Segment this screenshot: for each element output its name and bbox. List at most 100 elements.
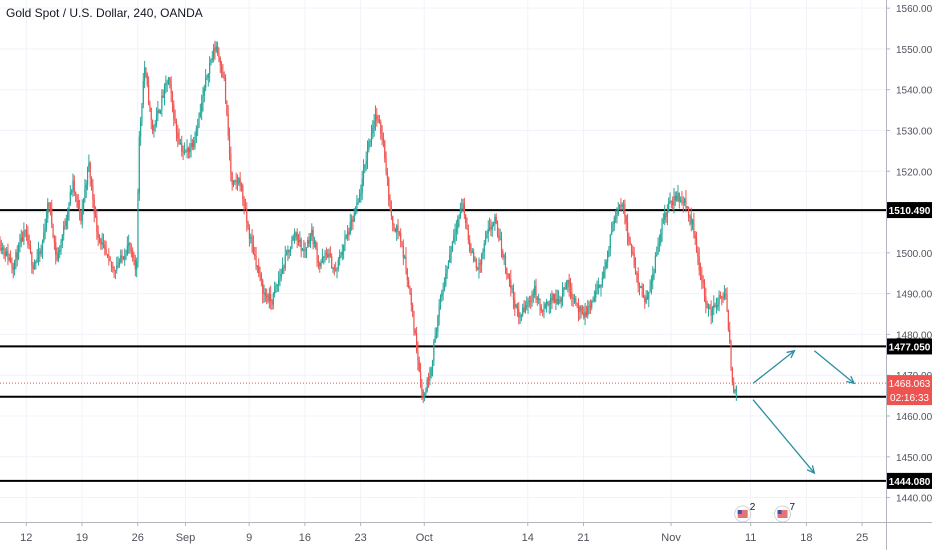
candle-body	[401, 241, 403, 247]
candle-body	[612, 224, 614, 232]
candle-body	[434, 335, 436, 343]
candle-body	[301, 249, 304, 251]
candle-body	[45, 217, 48, 229]
price-tick-label: 1450.000	[896, 453, 932, 464]
time-tick-label: 23	[354, 532, 366, 544]
price-tick-label: 1520.000	[896, 167, 932, 178]
arrow-head-1	[786, 349, 796, 359]
candle-body	[295, 232, 297, 237]
candle-body	[47, 202, 49, 218]
candle-body	[352, 219, 354, 222]
candle-body	[376, 115, 378, 120]
candle-body	[25, 229, 28, 235]
event-flag-icon[interactable]: 2	[734, 502, 756, 523]
candle-body	[201, 102, 203, 113]
candle-body	[718, 295, 720, 305]
candle-body	[120, 255, 122, 263]
horizontal-levels[interactable]	[0, 209, 886, 482]
candle-body	[592, 300, 594, 302]
candle-body	[291, 239, 293, 249]
candle-body	[15, 252, 17, 261]
candle-body	[11, 263, 13, 267]
candle-body	[0, 248, 2, 250]
candle-body	[487, 228, 489, 234]
chart-title: Gold Spot / U.S. Dollar, 240, OANDA	[6, 6, 203, 20]
candle-body	[243, 199, 245, 208]
candle-body	[685, 198, 687, 208]
candle-body	[332, 267, 334, 269]
candle-body	[85, 184, 87, 189]
candle-body	[449, 254, 451, 263]
candle-body	[335, 269, 337, 271]
candle-body	[486, 233, 488, 238]
candle-body	[276, 284, 278, 286]
price-tick-label: 1550.000	[896, 45, 932, 56]
candle-body	[613, 217, 615, 225]
candle-body	[350, 219, 353, 223]
trend-arrow-3[interactable]	[752, 399, 815, 474]
candle-body	[311, 229, 313, 236]
candle-body	[565, 283, 568, 289]
candle-body	[410, 293, 412, 306]
candle-body	[362, 168, 365, 179]
candle-body	[178, 138, 180, 144]
candle-body	[404, 256, 406, 258]
candle-body	[630, 243, 633, 252]
event-flag-icon[interactable]: 7	[774, 502, 796, 523]
candle-body	[114, 270, 117, 272]
candle-body	[597, 284, 599, 289]
candle-body	[725, 294, 727, 296]
time-tick-label: Nov	[661, 532, 681, 544]
flag-canton	[777, 510, 782, 514]
candle-body	[260, 274, 262, 281]
candle-body	[254, 254, 256, 256]
candle-body	[693, 219, 695, 235]
candle-body	[531, 294, 533, 302]
candle-body	[313, 241, 316, 244]
candle-body	[536, 297, 538, 300]
candle-body	[220, 65, 223, 73]
time-tick-label: Oct	[416, 532, 433, 544]
candle-body	[345, 235, 347, 238]
candle-body	[587, 306, 589, 316]
candle-body	[478, 263, 480, 270]
trend-arrow-2[interactable]	[813, 350, 855, 384]
candle-body	[358, 196, 361, 202]
trend-arrow-1[interactable]	[752, 350, 795, 384]
candle-body	[577, 303, 580, 312]
candle-body	[388, 178, 390, 201]
candle-body	[327, 253, 329, 258]
candle-body	[682, 201, 684, 203]
candle-body	[727, 310, 729, 330]
candle-body	[398, 232, 400, 234]
candle-body	[689, 216, 691, 218]
candle-body	[466, 223, 468, 230]
candle-body	[100, 238, 102, 245]
candle-body	[108, 254, 110, 257]
candle-body	[353, 212, 355, 222]
candle-body	[344, 237, 346, 245]
time-tick-label: 21	[577, 532, 589, 544]
candle-body	[453, 235, 455, 242]
candle-body	[97, 232, 99, 238]
candle-body	[530, 301, 532, 303]
candle-body	[443, 285, 446, 290]
candle-body	[231, 173, 233, 185]
candle-body	[559, 299, 561, 302]
candle-body	[512, 287, 515, 300]
candle-body	[32, 265, 34, 269]
candle-body	[616, 214, 618, 218]
candle-body	[699, 270, 702, 275]
candle-body	[496, 223, 499, 236]
candle-body	[48, 202, 50, 205]
candle-body	[285, 253, 288, 256]
time-tick-label: 19	[76, 532, 88, 544]
candle-body	[354, 210, 357, 213]
candle-body	[514, 299, 516, 308]
candle-body	[357, 201, 359, 203]
candle-body	[634, 265, 637, 274]
candle-body	[607, 250, 609, 262]
